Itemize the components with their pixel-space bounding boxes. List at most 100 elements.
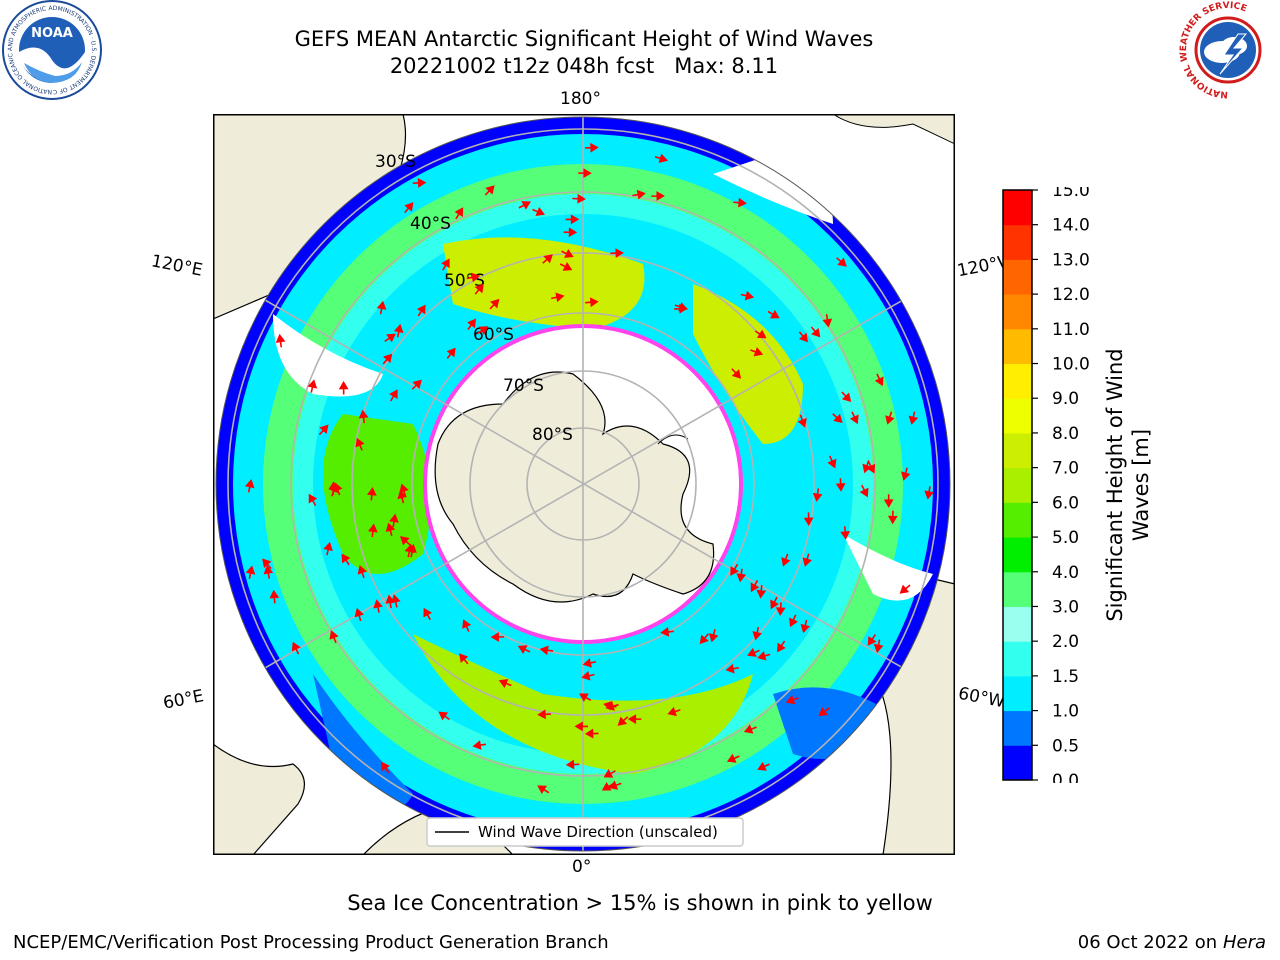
direction-arrow-icon — [617, 716, 629, 726]
footer-date-text: 06 Oct 2022 on — [1077, 932, 1223, 953]
direction-arrow-icon — [731, 368, 742, 379]
direction-arrow-icon — [883, 494, 894, 508]
colorbar-ticks: 0.0 0.5 1.0 1.5 2.0 3.0 4.0 5.0 6.0 7.0 8.0 9.0 10.0… — [1032, 187, 1090, 783]
direction-arrow-icon — [358, 409, 369, 424]
direction-arrow-icon — [489, 298, 500, 310]
direction-arrow-icon — [393, 323, 404, 338]
direction-arrows — [244, 142, 934, 795]
lat-label-40s: 40°S — [410, 214, 451, 234]
noaa-logo-icon: NOAA NATIONAL OCEANIC AND ATMOSPHERIC AD… — [0, 0, 102, 100]
lon-label-180: 180° — [560, 89, 601, 109]
lon-label-0: 0° — [572, 857, 592, 877]
direction-arrow-icon — [584, 728, 599, 739]
direction-arrow-icon — [563, 227, 578, 238]
direction-arrow-icon — [438, 711, 450, 721]
colorbar-blocks — [1003, 190, 1032, 781]
direction-arrow-icon — [411, 379, 422, 390]
direction-arrow-icon — [708, 629, 719, 643]
direction-arrow-icon — [756, 585, 767, 599]
direction-arrow-icon — [899, 584, 911, 594]
colorbar-tick-label: 8.0 — [1052, 424, 1079, 444]
colorbar-block — [1003, 467, 1032, 503]
direction-arrow-icon — [404, 202, 414, 214]
footer-date: 06 Oct 2022 on Hera — [1078, 932, 1266, 953]
direction-arrow-icon — [627, 714, 642, 724]
direction-arrow-icon — [385, 522, 396, 536]
direction-arrow-icon — [674, 302, 688, 312]
direction-arrow-icon — [518, 201, 531, 210]
direction-arrow-icon — [517, 645, 531, 655]
footer-host: Hera — [1222, 932, 1266, 953]
direction-arrow-icon — [537, 785, 550, 795]
direction-arrow-icon — [245, 565, 256, 579]
direction-arrow-icon — [632, 189, 646, 200]
direction-arrow-icon — [582, 658, 597, 668]
direction-arrow-icon — [389, 513, 399, 528]
colorbar-tick-label: 1.0 — [1052, 702, 1079, 722]
chart-title: GEFS MEAN Antarctic Significant Height o… — [294, 27, 874, 51]
direction-arrow-icon — [849, 411, 859, 425]
colorbar-label-line2: Waves [m] — [1129, 428, 1153, 542]
colorbar-block — [1003, 675, 1032, 712]
colorbar-block — [1003, 641, 1032, 677]
direction-arrow-icon — [757, 761, 770, 771]
direction-arrow-icon — [785, 695, 799, 705]
direction-arrow-icon — [416, 304, 426, 317]
direction-arrow-icon — [802, 553, 812, 567]
colorbar-tick-label: 12.0 — [1052, 285, 1090, 305]
direction-arrow-icon — [840, 526, 851, 540]
direction-arrow-icon — [608, 780, 622, 790]
direction-arrow-icon — [467, 318, 476, 330]
direction-arrow-icon — [581, 670, 595, 681]
colorbar-tick-label: 2.0 — [1052, 632, 1079, 652]
colorbar-tick-label: 11.0 — [1052, 320, 1090, 340]
direction-arrow-icon — [381, 761, 390, 774]
direction-arrow-icon — [341, 553, 351, 566]
colorbar-block — [1003, 571, 1032, 607]
direction-arrow-icon — [754, 329, 767, 339]
direction-arrow-icon — [539, 645, 554, 656]
direction-arrow-icon — [740, 290, 755, 301]
colorbar-block — [1003, 294, 1032, 330]
colorbar-label-line1: Significant Height of Wind — [1103, 348, 1127, 622]
direction-arrow-icon — [699, 633, 710, 645]
direction-arrow-icon — [660, 627, 674, 637]
colorbar-tick-label: 7.0 — [1052, 459, 1079, 479]
colorbar-tick-label: 1.5 — [1052, 667, 1079, 687]
direction-arrow-icon — [323, 541, 333, 556]
direction-arrow-icon — [924, 486, 934, 500]
direction-arrow-icon — [472, 740, 487, 750]
direction-arrow-icon — [585, 297, 599, 308]
chart-subtitle: 20221002 t12z 048h fcst Max: 8.11 — [389, 54, 779, 78]
colorbar-block — [1003, 363, 1032, 399]
direction-arrow-icon — [578, 168, 592, 179]
direction-arrow-icon — [603, 769, 616, 778]
direction-arrow-icon — [781, 553, 791, 567]
direction-arrow-icon — [841, 391, 852, 403]
direction-arrow-icon — [867, 634, 877, 646]
colorbar-tick-label: 0.5 — [1052, 736, 1079, 756]
direction-arrow-icon — [263, 565, 274, 579]
colorbar-block — [1003, 328, 1032, 365]
lat-label-60s: 60°S — [473, 325, 514, 345]
direction-arrow-icon — [382, 353, 393, 365]
colorbar-label: Significant Height of Wind Waves [m] — [1102, 305, 1158, 665]
direction-arrow-icon — [368, 523, 378, 538]
colorbar-block — [1003, 398, 1032, 434]
lat-label-80s: 80°S — [532, 425, 573, 445]
colorbar-block — [1003, 710, 1032, 746]
direction-arrow-icon — [532, 206, 546, 217]
direction-arrow-icon — [357, 565, 367, 579]
direction-arrow-icon — [490, 632, 505, 642]
direction-arrow-icon — [901, 467, 911, 481]
colorbar-block — [1003, 432, 1032, 469]
direction-arrow-icon — [269, 589, 280, 604]
direction-arrow-icon — [559, 261, 573, 271]
direction-arrow-icon — [291, 641, 301, 655]
lat-label-30s: 30°S — [375, 152, 416, 172]
colorbar-block — [1003, 606, 1032, 642]
direction-arrow-icon — [835, 478, 846, 492]
colorbar-block — [1003, 259, 1032, 295]
lon-label-60w: 60°W — [956, 683, 1007, 713]
direction-arrow-icon — [822, 313, 833, 328]
